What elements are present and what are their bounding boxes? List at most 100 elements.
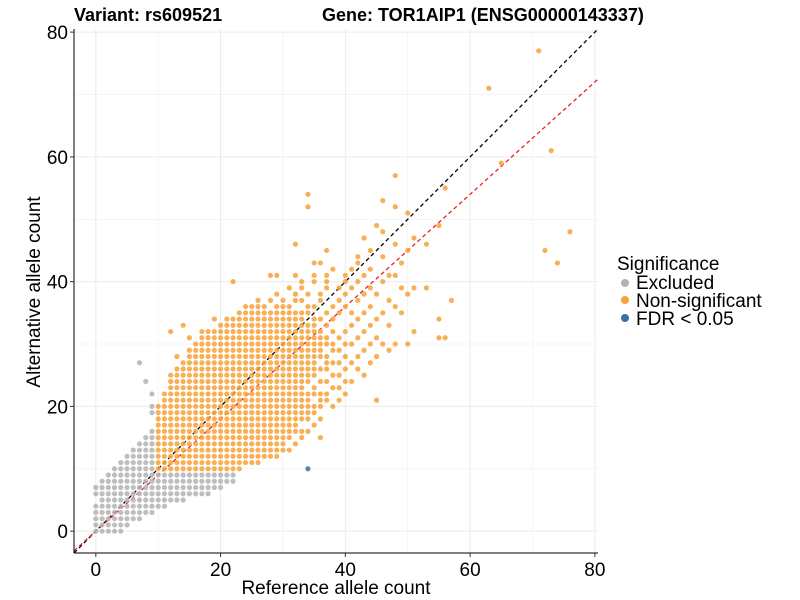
point-non-significant (367, 341, 373, 347)
point-non-significant (330, 372, 336, 378)
point-non-significant (242, 385, 249, 391)
point-non-significant (217, 422, 224, 428)
point-non-significant (286, 391, 292, 397)
point-non-significant (292, 272, 299, 279)
point-non-significant (211, 447, 217, 453)
point-non-significant (548, 148, 554, 154)
point-non-significant (305, 341, 311, 347)
point-non-significant (211, 428, 217, 434)
point-non-significant (242, 322, 249, 328)
point-non-significant (348, 378, 355, 385)
point-non-significant (292, 322, 299, 328)
point-non-significant (267, 378, 274, 385)
point-non-significant (286, 353, 292, 360)
point-excluded (118, 472, 124, 478)
point-non-significant (217, 391, 224, 397)
point-excluded (111, 516, 118, 522)
point-excluded (136, 497, 143, 503)
point-non-significant (299, 335, 305, 341)
point-excluded (118, 509, 124, 516)
point-non-significant (255, 416, 261, 422)
x-tick-label: 20 (210, 560, 231, 581)
point-non-significant (280, 372, 286, 378)
point-non-significant (211, 391, 217, 397)
point-excluded (161, 484, 168, 491)
point-non-significant (180, 422, 186, 428)
point-non-significant (292, 297, 299, 303)
point-non-significant (236, 403, 242, 410)
point-non-significant (311, 372, 317, 378)
point-non-significant (286, 447, 292, 453)
point-non-significant (311, 260, 317, 266)
point-non-significant (193, 416, 199, 422)
point-excluded (180, 478, 186, 484)
point-non-significant (311, 410, 317, 416)
point-non-significant (199, 441, 205, 447)
point-non-significant (255, 391, 261, 397)
point-non-significant (224, 372, 230, 378)
point-non-significant (242, 447, 249, 453)
point-non-significant (230, 279, 236, 285)
point-excluded (149, 453, 155, 459)
point-non-significant (199, 372, 205, 378)
point-non-significant (311, 279, 317, 285)
point-non-significant (311, 391, 317, 397)
point-non-significant (205, 378, 211, 385)
point-non-significant (217, 447, 224, 453)
point-non-significant (299, 428, 305, 434)
point-excluded (149, 466, 155, 472)
point-non-significant (174, 378, 180, 385)
point-non-significant (324, 366, 330, 372)
point-excluded (149, 441, 155, 447)
point-non-significant (330, 347, 336, 353)
point-non-significant (249, 310, 255, 316)
point-non-significant (330, 303, 336, 310)
point-non-significant (292, 422, 299, 428)
point-non-significant (317, 378, 324, 385)
point-non-significant (255, 422, 261, 428)
point-non-significant (380, 341, 386, 347)
point-non-significant (249, 347, 255, 353)
point-non-significant (224, 447, 230, 453)
point-non-significant (255, 322, 261, 328)
point-non-significant (242, 391, 249, 397)
point-excluded (186, 472, 193, 478)
point-non-significant (168, 459, 174, 466)
point-excluded (143, 441, 149, 447)
point-non-significant (261, 347, 267, 353)
point-non-significant (305, 204, 311, 210)
point-non-significant (249, 322, 255, 328)
point-non-significant (274, 403, 280, 410)
point-non-significant (380, 310, 386, 316)
point-non-significant (230, 366, 236, 372)
point-non-significant (249, 428, 255, 434)
point-excluded (130, 503, 136, 509)
point-non-significant (161, 434, 168, 441)
point-non-significant (230, 385, 236, 391)
point-non-significant (249, 441, 255, 447)
point-non-significant (280, 403, 286, 410)
point-non-significant (249, 378, 255, 385)
point-excluded (105, 528, 111, 534)
point-non-significant (186, 391, 193, 397)
point-non-significant (155, 441, 161, 447)
point-excluded (136, 516, 143, 522)
point-non-significant (174, 466, 180, 472)
point-non-significant (199, 366, 205, 372)
point-excluded (111, 522, 118, 528)
point-excluded (174, 484, 180, 491)
point-non-significant (168, 434, 174, 441)
point-non-significant (249, 328, 255, 335)
point-non-significant (348, 360, 355, 366)
point-non-significant (311, 347, 317, 353)
point-non-significant (261, 403, 267, 410)
legend-key-fdr (621, 314, 629, 322)
point-non-significant (311, 335, 317, 341)
point-excluded (186, 484, 193, 491)
point-non-significant (274, 416, 280, 422)
point-non-significant (242, 441, 249, 447)
point-non-significant (274, 316, 280, 322)
point-non-significant (211, 316, 217, 322)
point-non-significant (249, 341, 255, 347)
point-non-significant (361, 272, 367, 279)
